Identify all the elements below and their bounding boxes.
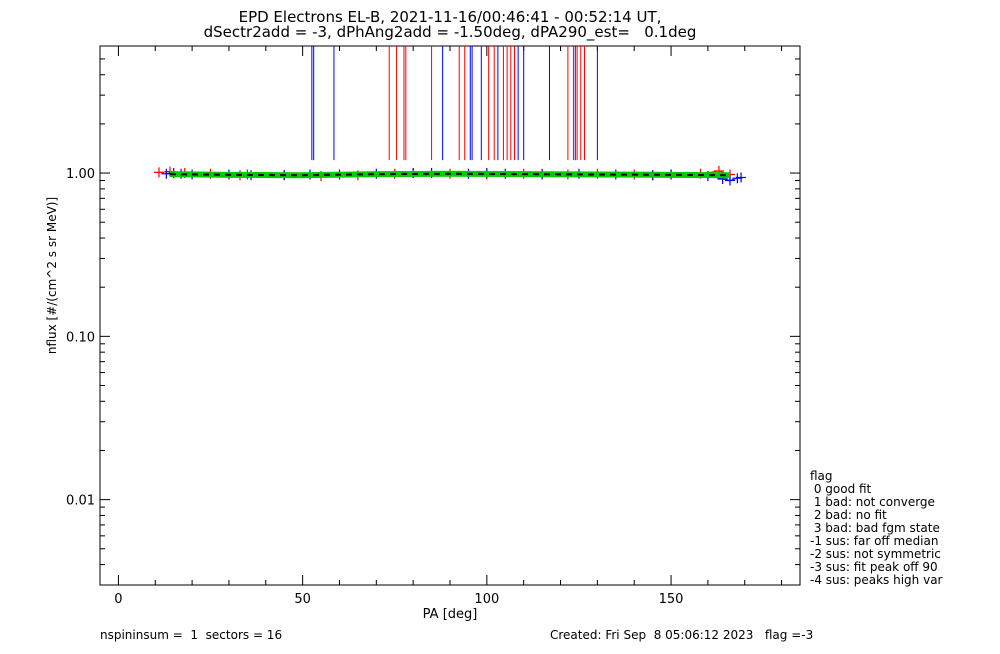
x-tick-label: 150 (659, 592, 684, 607)
data-point (725, 175, 735, 186)
legend-item: 2 bad: no fit (810, 508, 887, 522)
legend-item: 0 good fit (810, 482, 872, 496)
flag-legend: flag 0 good fit 1 bad: not converge 2 ba… (810, 470, 942, 587)
fit-dashed-line (169, 172, 731, 177)
legend-item: -4 sus: peaks high var (810, 573, 943, 587)
x-tick-label: 0 (114, 592, 122, 607)
y-axis-label: nflux [#/(cm^2 s sr MeV)] (45, 197, 59, 354)
y-tick-label: 0.01 (66, 494, 95, 509)
legend-item: 3 bad: bad fgm state (810, 521, 940, 535)
legend-item: -2 sus: not symmetric (810, 547, 941, 561)
data-point (153, 167, 164, 178)
plot-frame (99, 45, 801, 586)
x-tick-label: 50 (294, 592, 311, 607)
legend-item: -3 sus: fit peak off 90 (810, 560, 938, 574)
legend-item: 1 bad: not converge (810, 495, 935, 509)
data-point (161, 168, 172, 179)
data-point (736, 172, 747, 183)
chart-title-line-2: dSectr2add = -3, dPhAng2add = -1.50deg, … (203, 23, 697, 41)
y-tick-label: 1.00 (66, 167, 95, 182)
footer-left: nspininsum = 1 sectors = 16 (100, 628, 283, 642)
legend-title: flag (810, 469, 833, 483)
legend-item: -1 sus: far off median (810, 534, 939, 548)
x-tick-label: 100 (474, 592, 499, 607)
footer-right: Created: Fri Sep 8 05:06:12 2023 flag =-… (550, 628, 814, 642)
y-tick-label: 0.10 (66, 330, 95, 345)
x-axis-label: PA [deg] (423, 607, 478, 622)
chart-title-line-1: EPD Electrons EL-B, 2021-11-16/00:46:41 … (238, 8, 662, 26)
